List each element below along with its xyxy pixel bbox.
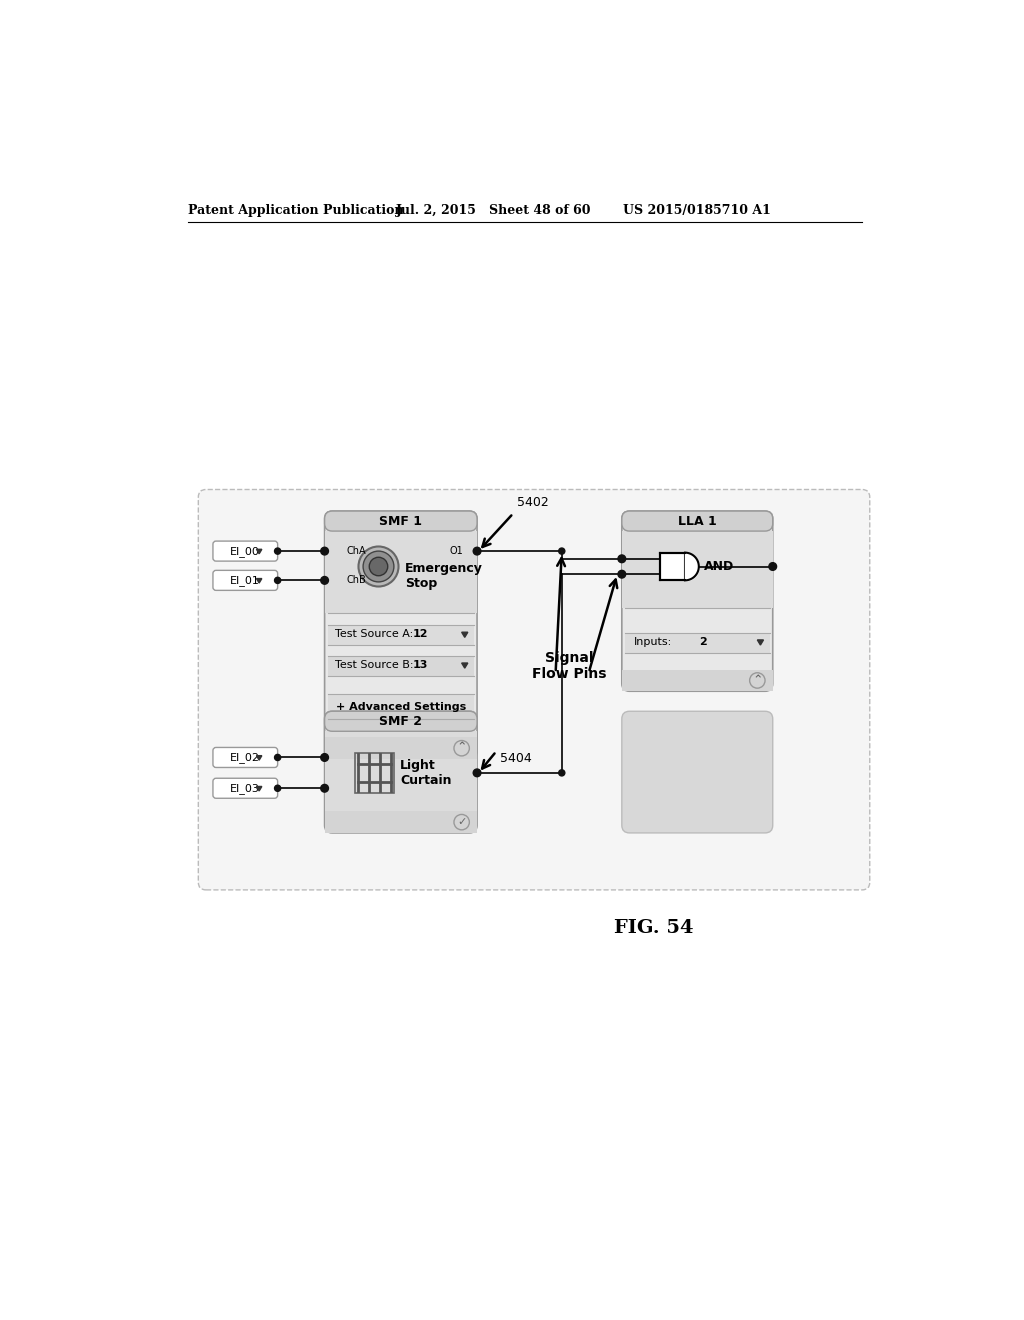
Text: ✓: ✓: [457, 817, 466, 828]
Text: ChB: ChB: [346, 576, 366, 585]
Text: Patent Application Publication: Patent Application Publication: [188, 205, 403, 218]
Polygon shape: [758, 640, 764, 645]
Bar: [622, 669, 773, 692]
Text: EI_01: EI_01: [230, 576, 260, 586]
Bar: [328, 694, 474, 719]
Bar: [355, 752, 394, 793]
FancyBboxPatch shape: [325, 711, 477, 731]
Text: US 2015/0185710 A1: US 2015/0185710 A1: [624, 205, 771, 218]
FancyBboxPatch shape: [213, 570, 278, 590]
Bar: [622, 531, 773, 609]
FancyBboxPatch shape: [622, 511, 773, 531]
Bar: [328, 656, 474, 676]
Bar: [625, 632, 770, 653]
Bar: [325, 738, 477, 759]
Text: EI_02: EI_02: [230, 752, 260, 763]
Bar: [325, 531, 477, 612]
Circle shape: [321, 754, 329, 762]
Text: ChA: ChA: [346, 546, 366, 556]
Circle shape: [274, 755, 281, 760]
Text: Test Source A:: Test Source A:: [336, 630, 414, 639]
Text: SMF 2: SMF 2: [379, 714, 422, 727]
Text: EI_00: EI_00: [230, 545, 260, 557]
Text: LLA 1: LLA 1: [678, 515, 717, 528]
Text: 13: 13: [413, 660, 428, 671]
Text: 5402: 5402: [517, 496, 549, 510]
Polygon shape: [462, 663, 468, 668]
Polygon shape: [256, 755, 262, 760]
Circle shape: [274, 785, 281, 792]
Text: Jul. 2, 2015   Sheet 48 of 60: Jul. 2, 2015 Sheet 48 of 60: [396, 205, 592, 218]
FancyBboxPatch shape: [213, 747, 278, 767]
Text: 12: 12: [413, 630, 429, 639]
Text: ⌃: ⌃: [457, 742, 467, 755]
Circle shape: [473, 770, 481, 776]
FancyBboxPatch shape: [325, 511, 477, 759]
Polygon shape: [462, 632, 468, 638]
FancyBboxPatch shape: [213, 541, 278, 561]
FancyBboxPatch shape: [325, 711, 477, 833]
Bar: [328, 626, 474, 645]
Circle shape: [321, 784, 329, 792]
FancyBboxPatch shape: [622, 511, 773, 692]
Circle shape: [473, 548, 481, 554]
Circle shape: [769, 562, 776, 570]
Circle shape: [559, 770, 565, 776]
Circle shape: [617, 554, 626, 562]
Circle shape: [617, 570, 626, 578]
Text: + Advanced Settings: + Advanced Settings: [336, 702, 466, 711]
Circle shape: [274, 548, 281, 554]
Circle shape: [559, 548, 565, 554]
Circle shape: [274, 577, 281, 583]
Circle shape: [364, 552, 394, 582]
FancyBboxPatch shape: [622, 711, 773, 833]
Text: SMF 1: SMF 1: [379, 515, 422, 528]
Text: Inputs:: Inputs:: [634, 638, 673, 647]
Bar: [325, 731, 477, 812]
FancyBboxPatch shape: [199, 490, 869, 890]
Text: 2: 2: [698, 638, 707, 647]
Polygon shape: [256, 549, 262, 554]
FancyBboxPatch shape: [325, 511, 477, 531]
Text: FIG. 54: FIG. 54: [614, 920, 694, 937]
Text: Emergency
Stop: Emergency Stop: [404, 562, 482, 590]
Text: AND: AND: [703, 560, 733, 573]
Polygon shape: [256, 578, 262, 583]
Circle shape: [370, 557, 388, 576]
Text: 5404: 5404: [500, 752, 531, 766]
Text: EI_03: EI_03: [230, 783, 260, 793]
Text: Test Source B:: Test Source B:: [336, 660, 414, 671]
Text: ⌃: ⌃: [752, 675, 763, 686]
Polygon shape: [256, 787, 262, 791]
Bar: [660, 553, 685, 581]
Text: Light
Curtain: Light Curtain: [400, 759, 452, 787]
Text: O1: O1: [450, 546, 463, 556]
Bar: [325, 812, 477, 833]
Circle shape: [321, 548, 329, 554]
Circle shape: [358, 546, 398, 586]
FancyBboxPatch shape: [213, 779, 278, 799]
Circle shape: [321, 577, 329, 585]
Text: Signal
Flow Pins: Signal Flow Pins: [532, 651, 606, 681]
